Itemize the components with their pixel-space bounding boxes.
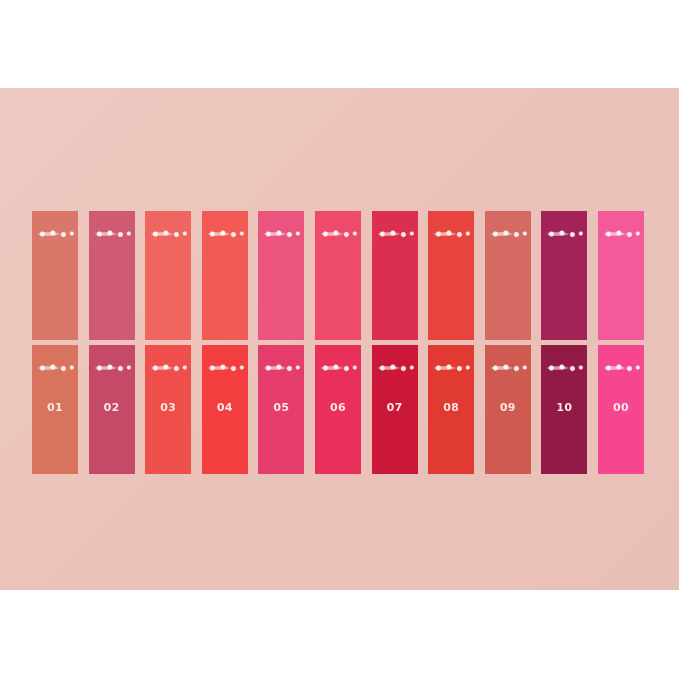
shade-label: 04 bbox=[216, 401, 233, 414]
gloss-highlight bbox=[317, 229, 359, 239]
gloss-highlight bbox=[373, 229, 416, 239]
gloss-highlight bbox=[147, 363, 190, 373]
swatch-top-10 bbox=[541, 211, 588, 340]
shade-label: 07 bbox=[386, 401, 403, 414]
shade-label: 00 bbox=[613, 401, 629, 414]
swatch-top-03 bbox=[145, 211, 192, 340]
gloss-highlight bbox=[543, 229, 586, 239]
shade-label: 10 bbox=[556, 401, 573, 414]
swatch-top-09 bbox=[484, 211, 531, 340]
gloss-highlight bbox=[486, 229, 529, 239]
gloss-highlight bbox=[260, 363, 303, 373]
shade-label: 06 bbox=[330, 401, 346, 414]
gloss-highlight bbox=[317, 363, 359, 373]
swatch-bottom-09: 09 bbox=[484, 345, 531, 474]
swatch-top-02 bbox=[88, 211, 135, 340]
swatch-bottom-07: 07 bbox=[371, 345, 418, 474]
gloss-highlight bbox=[373, 363, 416, 373]
swatch-top-07 bbox=[371, 211, 418, 340]
swatch-top-00 bbox=[598, 211, 644, 340]
gloss-highlight bbox=[90, 229, 133, 239]
gloss-highlight bbox=[486, 363, 529, 373]
swatch-top-04 bbox=[201, 211, 248, 340]
gloss-highlight bbox=[260, 229, 303, 239]
gloss-highlight bbox=[430, 363, 473, 373]
shade-label: 05 bbox=[273, 401, 290, 414]
shade-label: 08 bbox=[443, 401, 460, 414]
swatch-bottom-02: 02 bbox=[88, 345, 135, 474]
swatch-bottom-04: 04 bbox=[201, 345, 248, 474]
gloss-highlight bbox=[430, 229, 473, 239]
gloss-highlight bbox=[203, 363, 246, 373]
swatch-bottom-08: 08 bbox=[428, 345, 475, 474]
swatch-top-05 bbox=[258, 211, 305, 340]
gloss-highlight bbox=[34, 229, 76, 239]
swatch-bottom-00: 00 bbox=[598, 345, 644, 474]
shade-label: 09 bbox=[499, 401, 516, 414]
shade-label: 03 bbox=[160, 401, 177, 414]
gloss-highlight bbox=[34, 363, 76, 373]
gloss-highlight bbox=[147, 229, 190, 239]
gloss-highlight bbox=[90, 363, 133, 373]
swatch-top-08 bbox=[428, 211, 475, 340]
swatch-top-06 bbox=[315, 211, 361, 340]
swatch-bottom-01: 01 bbox=[32, 345, 78, 474]
swatch-bottom-10: 10 bbox=[541, 345, 588, 474]
swatch-bottom-06: 06 bbox=[315, 345, 361, 474]
swatch-bottom-03: 03 bbox=[145, 345, 192, 474]
gloss-highlight bbox=[600, 229, 642, 239]
gloss-highlight bbox=[543, 363, 586, 373]
shade-label: 01 bbox=[47, 401, 63, 414]
shade-label: 02 bbox=[103, 401, 120, 414]
gloss-highlight bbox=[600, 363, 642, 373]
swatch-bottom-05: 05 bbox=[258, 345, 305, 474]
gloss-highlight bbox=[203, 229, 246, 239]
swatch-top-01 bbox=[32, 211, 78, 340]
